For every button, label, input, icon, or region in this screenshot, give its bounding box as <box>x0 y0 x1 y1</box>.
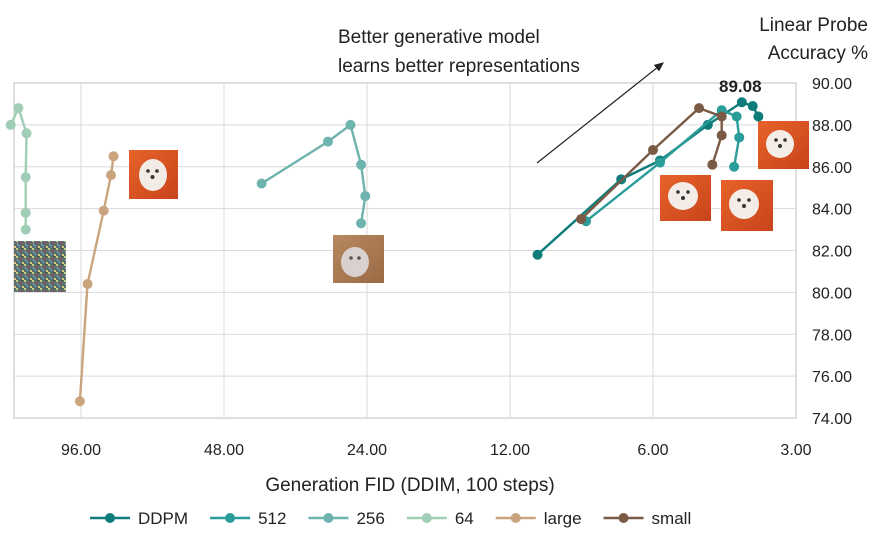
legend-swatch-marker <box>105 513 115 523</box>
annotation-line-2: learns better representations <box>338 56 580 77</box>
series-small <box>576 103 727 225</box>
peak-label: 89.08 <box>719 77 762 96</box>
data-point <box>106 170 117 181</box>
data-point <box>356 218 367 229</box>
data-point <box>707 159 718 170</box>
data-point <box>108 151 119 162</box>
data-point <box>648 145 658 155</box>
data-point <box>74 396 85 407</box>
data-point <box>5 119 16 130</box>
data-point <box>98 205 109 216</box>
y-axis-ticks: 74.00 76.00 78.00 80.00 82.00 84.00 86.00 88.00… <box>812 76 852 428</box>
y-tick-label: 88.00 <box>812 118 852 135</box>
series-layer <box>5 97 764 407</box>
data-point <box>20 172 31 183</box>
x-tick-label: 6.00 <box>637 442 668 459</box>
legend-item: large <box>495 509 582 528</box>
y-tick-label: 82.00 <box>812 244 852 261</box>
legend-item: small <box>603 509 692 528</box>
y-tick-label: 74.00 <box>812 411 852 428</box>
data-point <box>731 111 742 122</box>
ddpm-sample-thumbnail-1 <box>660 175 711 221</box>
data-point <box>82 279 93 289</box>
legend-swatch-marker <box>323 513 334 523</box>
legend-label: 512 <box>258 509 286 528</box>
data-point <box>736 97 747 108</box>
data-point <box>13 103 24 114</box>
data-point <box>21 128 32 139</box>
large-sample-thumbnail <box>129 150 178 199</box>
x-tick-label: 12.00 <box>490 442 530 459</box>
x-tick-label: 3.00 <box>780 442 811 459</box>
ddpm-sample-thumbnail-3 <box>758 121 809 169</box>
x-axis-title: Generation FID (DDIM, 100 steps) <box>265 475 554 496</box>
data-point <box>20 207 31 218</box>
legend-label: large <box>544 509 582 528</box>
legend-item: 256 <box>308 509 385 528</box>
data-point <box>753 111 764 122</box>
data-point <box>654 157 665 168</box>
y-tick-label: 90.00 <box>812 76 852 93</box>
data-point <box>360 191 371 202</box>
y-tick-label: 78.00 <box>812 327 852 344</box>
series-64 <box>5 103 32 235</box>
data-point <box>716 130 727 141</box>
annotation-arrow <box>536 62 664 164</box>
data-point <box>702 119 713 130</box>
legend-label: DDPM <box>138 509 188 528</box>
data-point <box>322 136 333 147</box>
data-point <box>716 111 727 122</box>
data-point <box>729 161 740 172</box>
data-point <box>734 132 745 143</box>
x-tick-label: 48.00 <box>204 442 244 459</box>
legend-label: 256 <box>356 509 384 528</box>
x-tick-label: 24.00 <box>347 442 387 459</box>
y-tick-label: 80.00 <box>812 285 852 302</box>
legend-swatch-marker <box>510 513 521 523</box>
data-point <box>356 159 367 170</box>
legend-label: small <box>652 509 692 528</box>
series-line <box>580 106 723 220</box>
y-tick-label: 84.00 <box>812 202 852 219</box>
blurry-sample-thumbnail <box>333 235 384 283</box>
data-point <box>256 178 267 189</box>
legend-swatch-marker <box>225 513 236 523</box>
legend-label: 64 <box>455 509 474 528</box>
x-axis-ticks: 96.00 48.00 24.00 12.00 6.00 3.00 <box>61 442 812 459</box>
legend-swatch-marker <box>618 513 629 523</box>
y-axis-title-line-1: Linear Probe <box>759 15 868 36</box>
legend-item: 64 <box>406 509 474 528</box>
y-tick-label: 86.00 <box>812 160 852 177</box>
noise-sample-thumbnail <box>14 241 66 292</box>
data-point <box>20 224 31 235</box>
x-tick-label: 96.00 <box>61 442 101 459</box>
legend: DDPM 512 256 64 large small <box>90 509 691 528</box>
annotation-line-1: Better generative model <box>338 27 540 48</box>
data-point <box>345 119 356 130</box>
series-large <box>74 151 119 407</box>
y-tick-label: 76.00 <box>812 369 852 386</box>
data-point <box>576 214 587 225</box>
data-point <box>532 249 543 260</box>
legend-item: DDPM <box>90 509 188 528</box>
legend-item: 512 <box>210 509 286 528</box>
data-point <box>747 101 758 112</box>
ddpm-sample-thumbnail-2 <box>721 180 773 231</box>
legend-swatch-marker <box>421 513 432 523</box>
data-point <box>694 103 705 114</box>
series-256 <box>256 119 371 229</box>
y-axis-title-line-2: Accuracy % <box>768 43 868 64</box>
